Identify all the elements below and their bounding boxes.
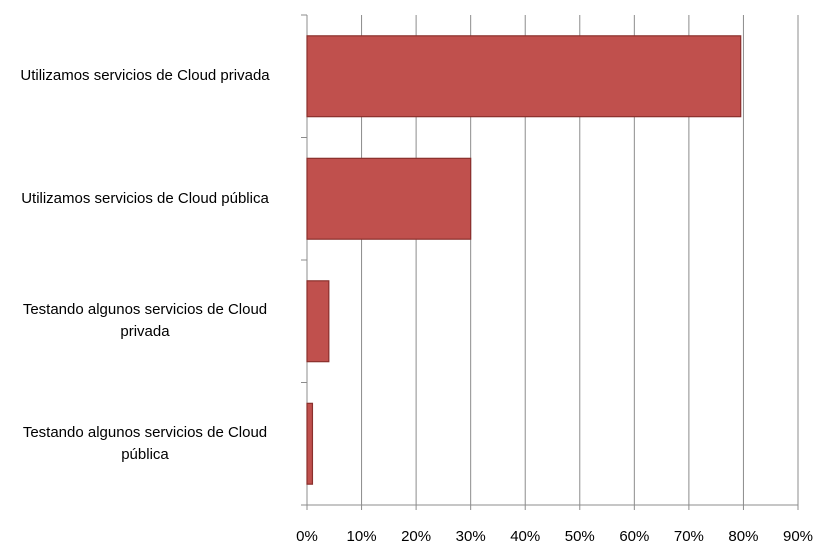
x-tick-label: 0% xyxy=(296,528,318,545)
x-tick-label: 30% xyxy=(456,528,486,545)
x-tick-label: 40% xyxy=(510,528,540,545)
x-tick-label: 10% xyxy=(347,528,377,545)
bar xyxy=(306,35,742,118)
y-tick-label: Utilizamos servicios de Cloud pública xyxy=(21,189,269,207)
bar xyxy=(306,402,314,485)
bar xyxy=(306,280,330,363)
y-tick-label: Testando algunos servicios de Cloud priv… xyxy=(22,301,268,341)
x-tick-label: 70% xyxy=(674,528,704,545)
y-tick-label: Testando algunos servicios de Cloud públ… xyxy=(22,423,268,463)
x-tick-label: 90% xyxy=(783,528,813,545)
x-tick-label: 80% xyxy=(728,528,758,545)
bar xyxy=(306,157,472,240)
x-tick-label: 60% xyxy=(619,528,649,545)
y-tick-label: Utilizamos servicios de Cloud privada xyxy=(20,67,270,85)
x-tick-label: 20% xyxy=(401,528,431,545)
x-tick-label: 50% xyxy=(565,528,595,545)
